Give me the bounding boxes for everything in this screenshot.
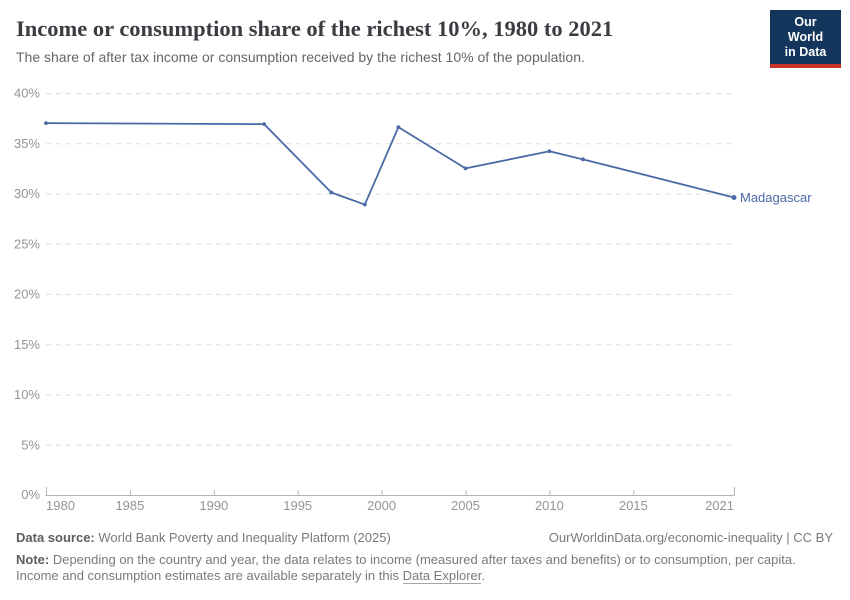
page-title: Income or consumption share of the riche… — [16, 16, 614, 41]
x-axis-tick-label: 1980 — [46, 498, 75, 513]
y-axis-tick-label: 20% — [14, 287, 40, 302]
data-point — [362, 202, 367, 207]
data-point — [731, 195, 737, 201]
y-axis-tick-label: 15% — [14, 337, 40, 352]
x-axis-tick-label: 2015 — [619, 498, 648, 513]
note-label: Note: — [16, 552, 50, 567]
license-link[interactable]: OurWorldinData.org/economic-inequality |… — [548, 530, 833, 545]
data-source-text: Data source: World Bank Poverty and Ineq… — [16, 530, 391, 545]
x-axis-tick-label: 2000 — [367, 498, 396, 513]
y-axis-tick-label: 10% — [14, 387, 40, 402]
note-end: . — [481, 568, 485, 583]
data-point — [396, 125, 401, 130]
y-axis-tick-label: 5% — [21, 437, 40, 452]
data-source-label: Data source: — [16, 530, 95, 545]
x-axis-tick-label: 2005 — [451, 498, 480, 513]
data-point — [463, 166, 468, 171]
y-axis-tick-label: 0% — [21, 487, 40, 502]
series-line-madagascar — [45, 122, 735, 206]
data-point — [262, 122, 267, 127]
series-end-label: Madagascar — [740, 190, 812, 205]
x-axis-tick-label: 1995 — [283, 498, 312, 513]
x-axis-tick-label: 1985 — [115, 498, 144, 513]
y-axis-tick-label: 30% — [14, 186, 40, 201]
owid-logo-line1: Our World — [787, 15, 824, 44]
data-explorer-link[interactable]: Data Explorer — [402, 568, 482, 584]
y-axis-tick-label: 40% — [14, 86, 40, 101]
note-body: Depending on the country and year, the d… — [16, 552, 796, 583]
chart-footer: Data source: World Bank Poverty and Ineq… — [16, 530, 833, 584]
footer-row: Data source: World Bank Poverty and Ineq… — [16, 530, 833, 545]
data-source-value: World Bank Poverty and Inequality Platfo… — [94, 530, 391, 545]
y-axis-tick-label: 25% — [14, 236, 40, 251]
x-axis-tick-label: 2010 — [535, 498, 564, 513]
owid-logo-line2: in Data — [784, 45, 827, 59]
data-point — [44, 121, 48, 126]
data-point — [329, 190, 334, 195]
page-subtitle: The share of after tax income or consump… — [16, 49, 585, 65]
x-axis-tick-label: 1990 — [199, 498, 228, 513]
y-axis-tick-label: 35% — [14, 136, 40, 151]
note-text: Note: Depending on the country and year,… — [16, 552, 833, 584]
owid-logo[interactable]: Our World in Data — [770, 10, 841, 68]
data-point — [581, 157, 585, 162]
data-point — [547, 149, 552, 154]
line-chart: 0% 5% 10% 15% 20% 25% 30% 35% 40% 1980 1985 1990 199… — [14, 86, 812, 514]
chart-header: Income or consumption share of the riche… — [16, 16, 754, 66]
x-axis-tick-label: 2021 — [705, 498, 734, 513]
